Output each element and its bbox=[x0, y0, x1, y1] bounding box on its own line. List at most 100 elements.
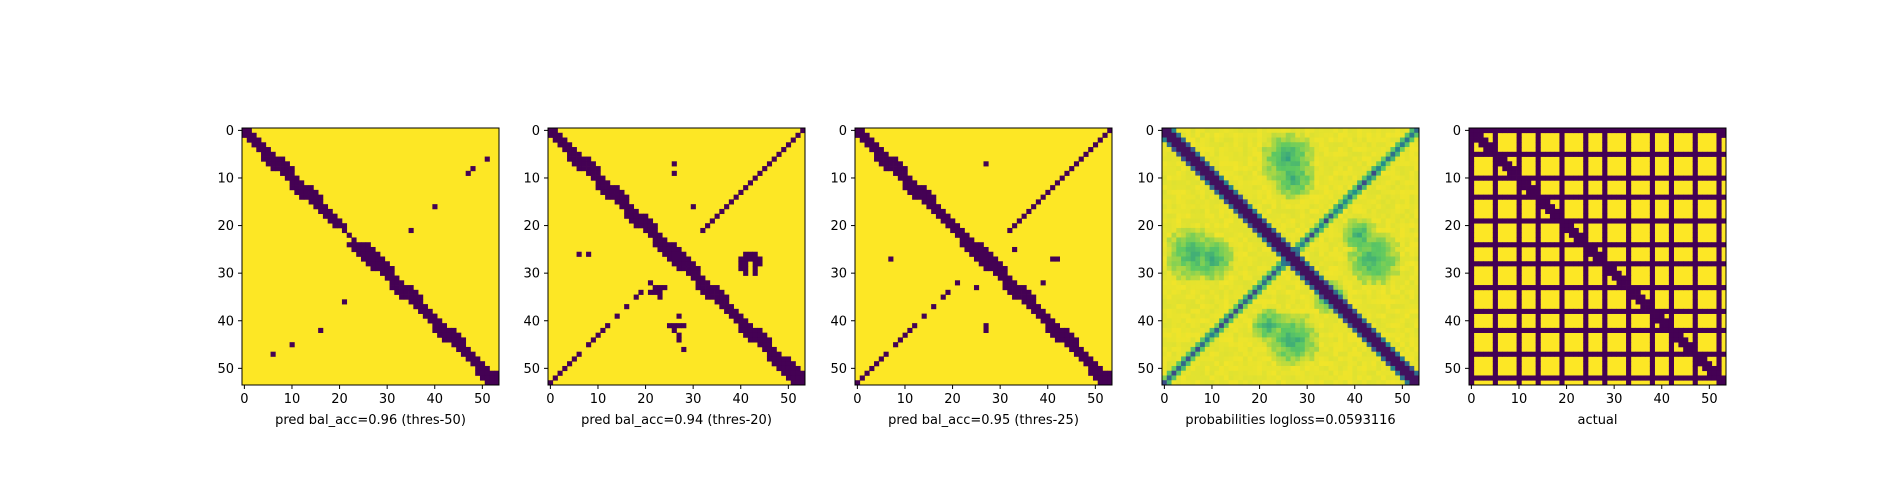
heatmap-cell bbox=[1219, 361, 1225, 367]
heatmap-cell bbox=[1683, 346, 1689, 353]
heatmap-cell bbox=[1587, 251, 1594, 257]
heatmap-cell bbox=[1214, 180, 1220, 186]
heatmap-cell bbox=[1261, 242, 1268, 248]
heatmap-cell bbox=[1559, 299, 1565, 305]
heatmap-cell bbox=[1640, 299, 1646, 305]
heatmap-cell bbox=[743, 251, 749, 257]
heatmap-cell bbox=[1328, 365, 1334, 372]
heatmap-cell bbox=[1564, 285, 1570, 291]
heatmap-cell bbox=[1219, 280, 1225, 286]
heatmap-cell bbox=[1242, 194, 1249, 200]
heatmap-cell bbox=[1223, 346, 1229, 353]
heatmap-cell bbox=[1223, 370, 1229, 376]
heatmap-cell bbox=[1285, 156, 1291, 162]
heatmap-cell bbox=[1181, 180, 1187, 186]
heatmap-cell bbox=[1626, 337, 1632, 343]
heatmap-cell bbox=[1328, 304, 1334, 310]
x-tick-label: 40 bbox=[1039, 392, 1056, 407]
y-tick-label: 50 bbox=[523, 362, 540, 377]
heatmap-cell bbox=[1195, 199, 1201, 205]
heatmap-cell bbox=[1342, 161, 1348, 167]
heatmap-cell bbox=[1219, 323, 1225, 329]
heatmap-cell bbox=[1242, 251, 1249, 257]
heatmap-cell bbox=[1626, 308, 1632, 314]
heatmap-cell bbox=[1649, 285, 1655, 291]
heatmap-cell bbox=[1176, 223, 1182, 229]
heatmap-cell bbox=[1692, 299, 1698, 305]
heatmap-cell bbox=[1181, 147, 1187, 153]
heatmap-cell bbox=[1409, 237, 1415, 243]
heatmap-cell bbox=[1687, 346, 1694, 353]
heatmap-cell bbox=[1673, 327, 1679, 333]
heatmap-cell bbox=[1716, 246, 1722, 253]
heatmap-cell bbox=[700, 285, 706, 291]
heatmap-cell bbox=[1611, 327, 1617, 333]
heatmap-cell bbox=[1185, 161, 1191, 167]
heatmap-cell bbox=[1176, 275, 1182, 281]
heatmap-cell bbox=[728, 304, 734, 310]
heatmap-cell bbox=[1181, 132, 1187, 138]
heatmap-cell bbox=[1176, 185, 1182, 191]
heatmap-cell bbox=[1280, 194, 1287, 200]
heatmap-cell bbox=[1012, 289, 1018, 295]
heatmap-cell bbox=[1195, 289, 1201, 295]
heatmap-cell bbox=[1668, 151, 1674, 157]
heatmap-cell bbox=[1200, 199, 1206, 205]
heatmap-cell bbox=[1190, 318, 1196, 324]
heatmap-cell bbox=[1280, 199, 1287, 205]
heatmap-cell bbox=[1328, 285, 1334, 291]
heatmap-cell bbox=[1233, 380, 1239, 386]
heatmap-cell bbox=[1535, 204, 1541, 210]
heatmap-cell bbox=[1271, 213, 1277, 219]
heatmap-cell bbox=[752, 332, 758, 338]
heatmap-cell bbox=[1276, 204, 1282, 210]
heatmap-cell bbox=[1300, 218, 1306, 224]
heatmap-cell bbox=[1626, 189, 1632, 195]
heatmap-cell bbox=[1352, 365, 1358, 372]
heatmap-cell bbox=[1276, 370, 1282, 376]
x-tick-label: 0 bbox=[546, 392, 554, 407]
heatmap-cell bbox=[1668, 294, 1674, 300]
heatmap-cell bbox=[446, 337, 452, 343]
heatmap-cell bbox=[1385, 361, 1391, 367]
heatmap-cell bbox=[1706, 365, 1713, 372]
heatmap-cell bbox=[1559, 218, 1565, 224]
heatmap-cell bbox=[1219, 246, 1225, 253]
heatmap-cell bbox=[1390, 323, 1396, 329]
heatmap-cell bbox=[289, 166, 295, 172]
heatmap-cell bbox=[1469, 261, 1475, 267]
heatmap-cell bbox=[567, 156, 573, 162]
heatmap-cell bbox=[1507, 128, 1513, 134]
heatmap-cell bbox=[1290, 223, 1296, 229]
heatmap-cell bbox=[1204, 237, 1210, 243]
heatmap-cell bbox=[1630, 175, 1636, 181]
heatmap-cell bbox=[1390, 185, 1396, 191]
x-tick-label: 0 bbox=[853, 392, 861, 407]
heatmap-cell bbox=[1516, 285, 1522, 291]
heatmap-cell bbox=[1342, 232, 1348, 238]
heatmap-cell bbox=[1492, 232, 1498, 238]
heatmap-cell bbox=[1338, 365, 1344, 372]
heatmap-cell bbox=[1285, 289, 1291, 295]
heatmap-cell bbox=[1342, 270, 1348, 276]
heatmap-cell bbox=[1380, 332, 1387, 338]
heatmap-cell bbox=[1261, 342, 1268, 348]
heatmap-cell bbox=[1252, 375, 1258, 381]
heatmap-cell bbox=[1583, 142, 1589, 148]
heatmap-cell bbox=[289, 170, 295, 176]
heatmap-cell bbox=[1554, 327, 1560, 333]
heatmap-cell bbox=[1385, 132, 1391, 138]
heatmap-cell bbox=[1323, 151, 1329, 157]
heatmap-cell bbox=[1347, 313, 1353, 319]
heatmap-cell bbox=[1166, 147, 1172, 153]
heatmap-cell bbox=[983, 327, 989, 333]
heatmap-cell bbox=[1668, 170, 1674, 176]
heatmap-cell bbox=[581, 156, 587, 162]
heatmap-cell bbox=[1687, 261, 1694, 267]
heatmap-cell bbox=[1228, 170, 1234, 176]
heatmap-cell bbox=[666, 256, 673, 262]
heatmap-cell bbox=[1247, 227, 1253, 234]
heatmap-cell bbox=[1300, 327, 1306, 333]
heatmap-cell bbox=[1492, 213, 1498, 219]
heatmap-cell bbox=[1314, 365, 1320, 372]
